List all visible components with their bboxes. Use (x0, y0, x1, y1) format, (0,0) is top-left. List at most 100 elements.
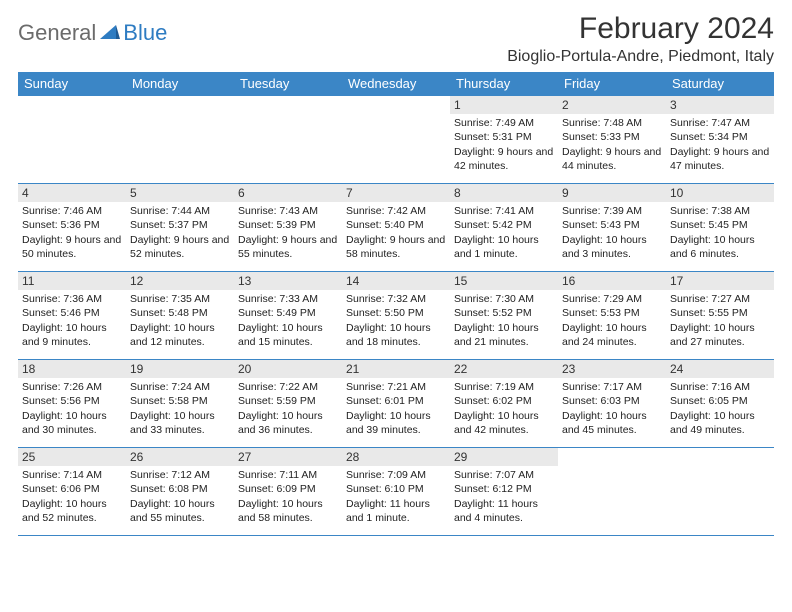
day-info-line: Daylight: 10 hours and 36 minutes. (238, 409, 338, 437)
day-number: 27 (234, 448, 342, 466)
day-info-line: Sunrise: 7:17 AM (562, 380, 662, 394)
day-number: 8 (450, 184, 558, 202)
calendar-day-cell: 14Sunrise: 7:32 AMSunset: 5:50 PMDayligh… (342, 272, 450, 360)
day-info-line: Daylight: 10 hours and 6 minutes. (670, 233, 770, 261)
day-info-line: Daylight: 10 hours and 15 minutes. (238, 321, 338, 349)
weekday-header: Monday (126, 72, 234, 96)
calendar-week-row: 4Sunrise: 7:46 AMSunset: 5:36 PMDaylight… (18, 184, 774, 272)
weekday-header: Saturday (666, 72, 774, 96)
day-number: 7 (342, 184, 450, 202)
calendar-day-cell: 20Sunrise: 7:22 AMSunset: 5:59 PMDayligh… (234, 360, 342, 448)
day-info-line: Sunrise: 7:07 AM (454, 468, 554, 482)
day-info-line: Daylight: 11 hours and 4 minutes. (454, 497, 554, 525)
day-info-line: Sunset: 5:48 PM (130, 306, 230, 320)
calendar-week-row: 25Sunrise: 7:14 AMSunset: 6:06 PMDayligh… (18, 448, 774, 536)
calendar-day-cell: 13Sunrise: 7:33 AMSunset: 5:49 PMDayligh… (234, 272, 342, 360)
calendar-day-cell: 25Sunrise: 7:14 AMSunset: 6:06 PMDayligh… (18, 448, 126, 536)
day-info-line: Sunrise: 7:35 AM (130, 292, 230, 306)
day-info-line: Daylight: 10 hours and 58 minutes. (238, 497, 338, 525)
calendar-day-cell (666, 448, 774, 536)
day-info-line: Sunset: 5:53 PM (562, 306, 662, 320)
day-info-line: Daylight: 10 hours and 9 minutes. (22, 321, 122, 349)
calendar-day-cell (234, 96, 342, 184)
day-info-line: Sunrise: 7:36 AM (22, 292, 122, 306)
day-info-line: Sunset: 5:50 PM (346, 306, 446, 320)
day-info-line: Sunset: 5:43 PM (562, 218, 662, 232)
day-info-line: Sunrise: 7:43 AM (238, 204, 338, 218)
day-info-line: Daylight: 10 hours and 52 minutes. (22, 497, 122, 525)
day-number: 2 (558, 96, 666, 114)
day-number: 11 (18, 272, 126, 290)
day-info-line: Sunset: 5:45 PM (670, 218, 770, 232)
title-block: February 2024 Bioglio-Portula-Andre, Pie… (507, 12, 774, 66)
day-info-line: Sunset: 5:37 PM (130, 218, 230, 232)
calendar-day-cell: 17Sunrise: 7:27 AMSunset: 5:55 PMDayligh… (666, 272, 774, 360)
day-number: 18 (18, 360, 126, 378)
day-number: 3 (666, 96, 774, 114)
day-info-line: Sunrise: 7:16 AM (670, 380, 770, 394)
day-info-line: Sunrise: 7:38 AM (670, 204, 770, 218)
calendar-day-cell: 1Sunrise: 7:49 AMSunset: 5:31 PMDaylight… (450, 96, 558, 184)
day-info-line: Sunrise: 7:48 AM (562, 116, 662, 130)
day-info-line: Sunrise: 7:33 AM (238, 292, 338, 306)
day-info-line: Daylight: 10 hours and 55 minutes. (130, 497, 230, 525)
weekday-header-row: Sunday Monday Tuesday Wednesday Thursday… (18, 72, 774, 96)
calendar-day-cell (342, 96, 450, 184)
calendar-day-cell: 29Sunrise: 7:07 AMSunset: 6:12 PMDayligh… (450, 448, 558, 536)
day-info-line: Sunset: 6:08 PM (130, 482, 230, 496)
day-info-line: Daylight: 10 hours and 21 minutes. (454, 321, 554, 349)
day-info-line: Daylight: 10 hours and 30 minutes. (22, 409, 122, 437)
calendar-day-cell: 26Sunrise: 7:12 AMSunset: 6:08 PMDayligh… (126, 448, 234, 536)
day-info-line: Daylight: 9 hours and 52 minutes. (130, 233, 230, 261)
day-info-line: Daylight: 10 hours and 42 minutes. (454, 409, 554, 437)
day-number: 19 (126, 360, 234, 378)
day-info-line: Sunrise: 7:24 AM (130, 380, 230, 394)
calendar-day-cell: 16Sunrise: 7:29 AMSunset: 5:53 PMDayligh… (558, 272, 666, 360)
day-info-line: Sunrise: 7:14 AM (22, 468, 122, 482)
day-number: 21 (342, 360, 450, 378)
day-number: 12 (126, 272, 234, 290)
day-info-line: Sunrise: 7:44 AM (130, 204, 230, 218)
calendar-day-cell: 7Sunrise: 7:42 AMSunset: 5:40 PMDaylight… (342, 184, 450, 272)
day-info-line: Sunset: 5:58 PM (130, 394, 230, 408)
day-info-line: Sunrise: 7:29 AM (562, 292, 662, 306)
calendar-week-row: 1Sunrise: 7:49 AMSunset: 5:31 PMDaylight… (18, 96, 774, 184)
calendar-day-cell: 24Sunrise: 7:16 AMSunset: 6:05 PMDayligh… (666, 360, 774, 448)
calendar-day-cell: 15Sunrise: 7:30 AMSunset: 5:52 PMDayligh… (450, 272, 558, 360)
calendar-day-cell: 11Sunrise: 7:36 AMSunset: 5:46 PMDayligh… (18, 272, 126, 360)
calendar-day-cell: 28Sunrise: 7:09 AMSunset: 6:10 PMDayligh… (342, 448, 450, 536)
day-number: 25 (18, 448, 126, 466)
day-info-line: Daylight: 9 hours and 55 minutes. (238, 233, 338, 261)
day-info-line: Sunrise: 7:39 AM (562, 204, 662, 218)
day-info-line: Daylight: 10 hours and 49 minutes. (670, 409, 770, 437)
day-info-line: Daylight: 10 hours and 39 minutes. (346, 409, 446, 437)
page-title: February 2024 (507, 12, 774, 46)
day-number: 28 (342, 448, 450, 466)
calendar-day-cell: 4Sunrise: 7:46 AMSunset: 5:36 PMDaylight… (18, 184, 126, 272)
calendar-day-cell (126, 96, 234, 184)
day-info-line: Sunset: 6:01 PM (346, 394, 446, 408)
day-info-line: Daylight: 10 hours and 1 minute. (454, 233, 554, 261)
day-number: 9 (558, 184, 666, 202)
day-info-line: Sunrise: 7:12 AM (130, 468, 230, 482)
day-info-line: Daylight: 10 hours and 27 minutes. (670, 321, 770, 349)
calendar-day-cell: 6Sunrise: 7:43 AMSunset: 5:39 PMDaylight… (234, 184, 342, 272)
day-info-line: Sunset: 5:39 PM (238, 218, 338, 232)
day-info-line: Sunset: 5:59 PM (238, 394, 338, 408)
day-info-line: Sunset: 5:36 PM (22, 218, 122, 232)
day-info-line: Sunset: 5:55 PM (670, 306, 770, 320)
day-info-line: Sunrise: 7:21 AM (346, 380, 446, 394)
day-number: 24 (666, 360, 774, 378)
day-info-line: Sunset: 5:42 PM (454, 218, 554, 232)
day-number: 20 (234, 360, 342, 378)
day-info-line: Sunrise: 7:41 AM (454, 204, 554, 218)
logo: General Blue (18, 12, 167, 46)
header: General Blue February 2024 Bioglio-Portu… (18, 12, 774, 66)
calendar-day-cell: 23Sunrise: 7:17 AMSunset: 6:03 PMDayligh… (558, 360, 666, 448)
day-info-line: Sunset: 5:33 PM (562, 130, 662, 144)
day-info-line: Sunrise: 7:46 AM (22, 204, 122, 218)
calendar-day-cell: 21 Sunrise: 7:21 AMSunset: 6:01 PMDayligh… (342, 360, 450, 448)
day-info-line: Sunrise: 7:09 AM (346, 468, 446, 482)
day-info-line: Sunset: 6:12 PM (454, 482, 554, 496)
logo-text-blue: Blue (123, 20, 167, 46)
